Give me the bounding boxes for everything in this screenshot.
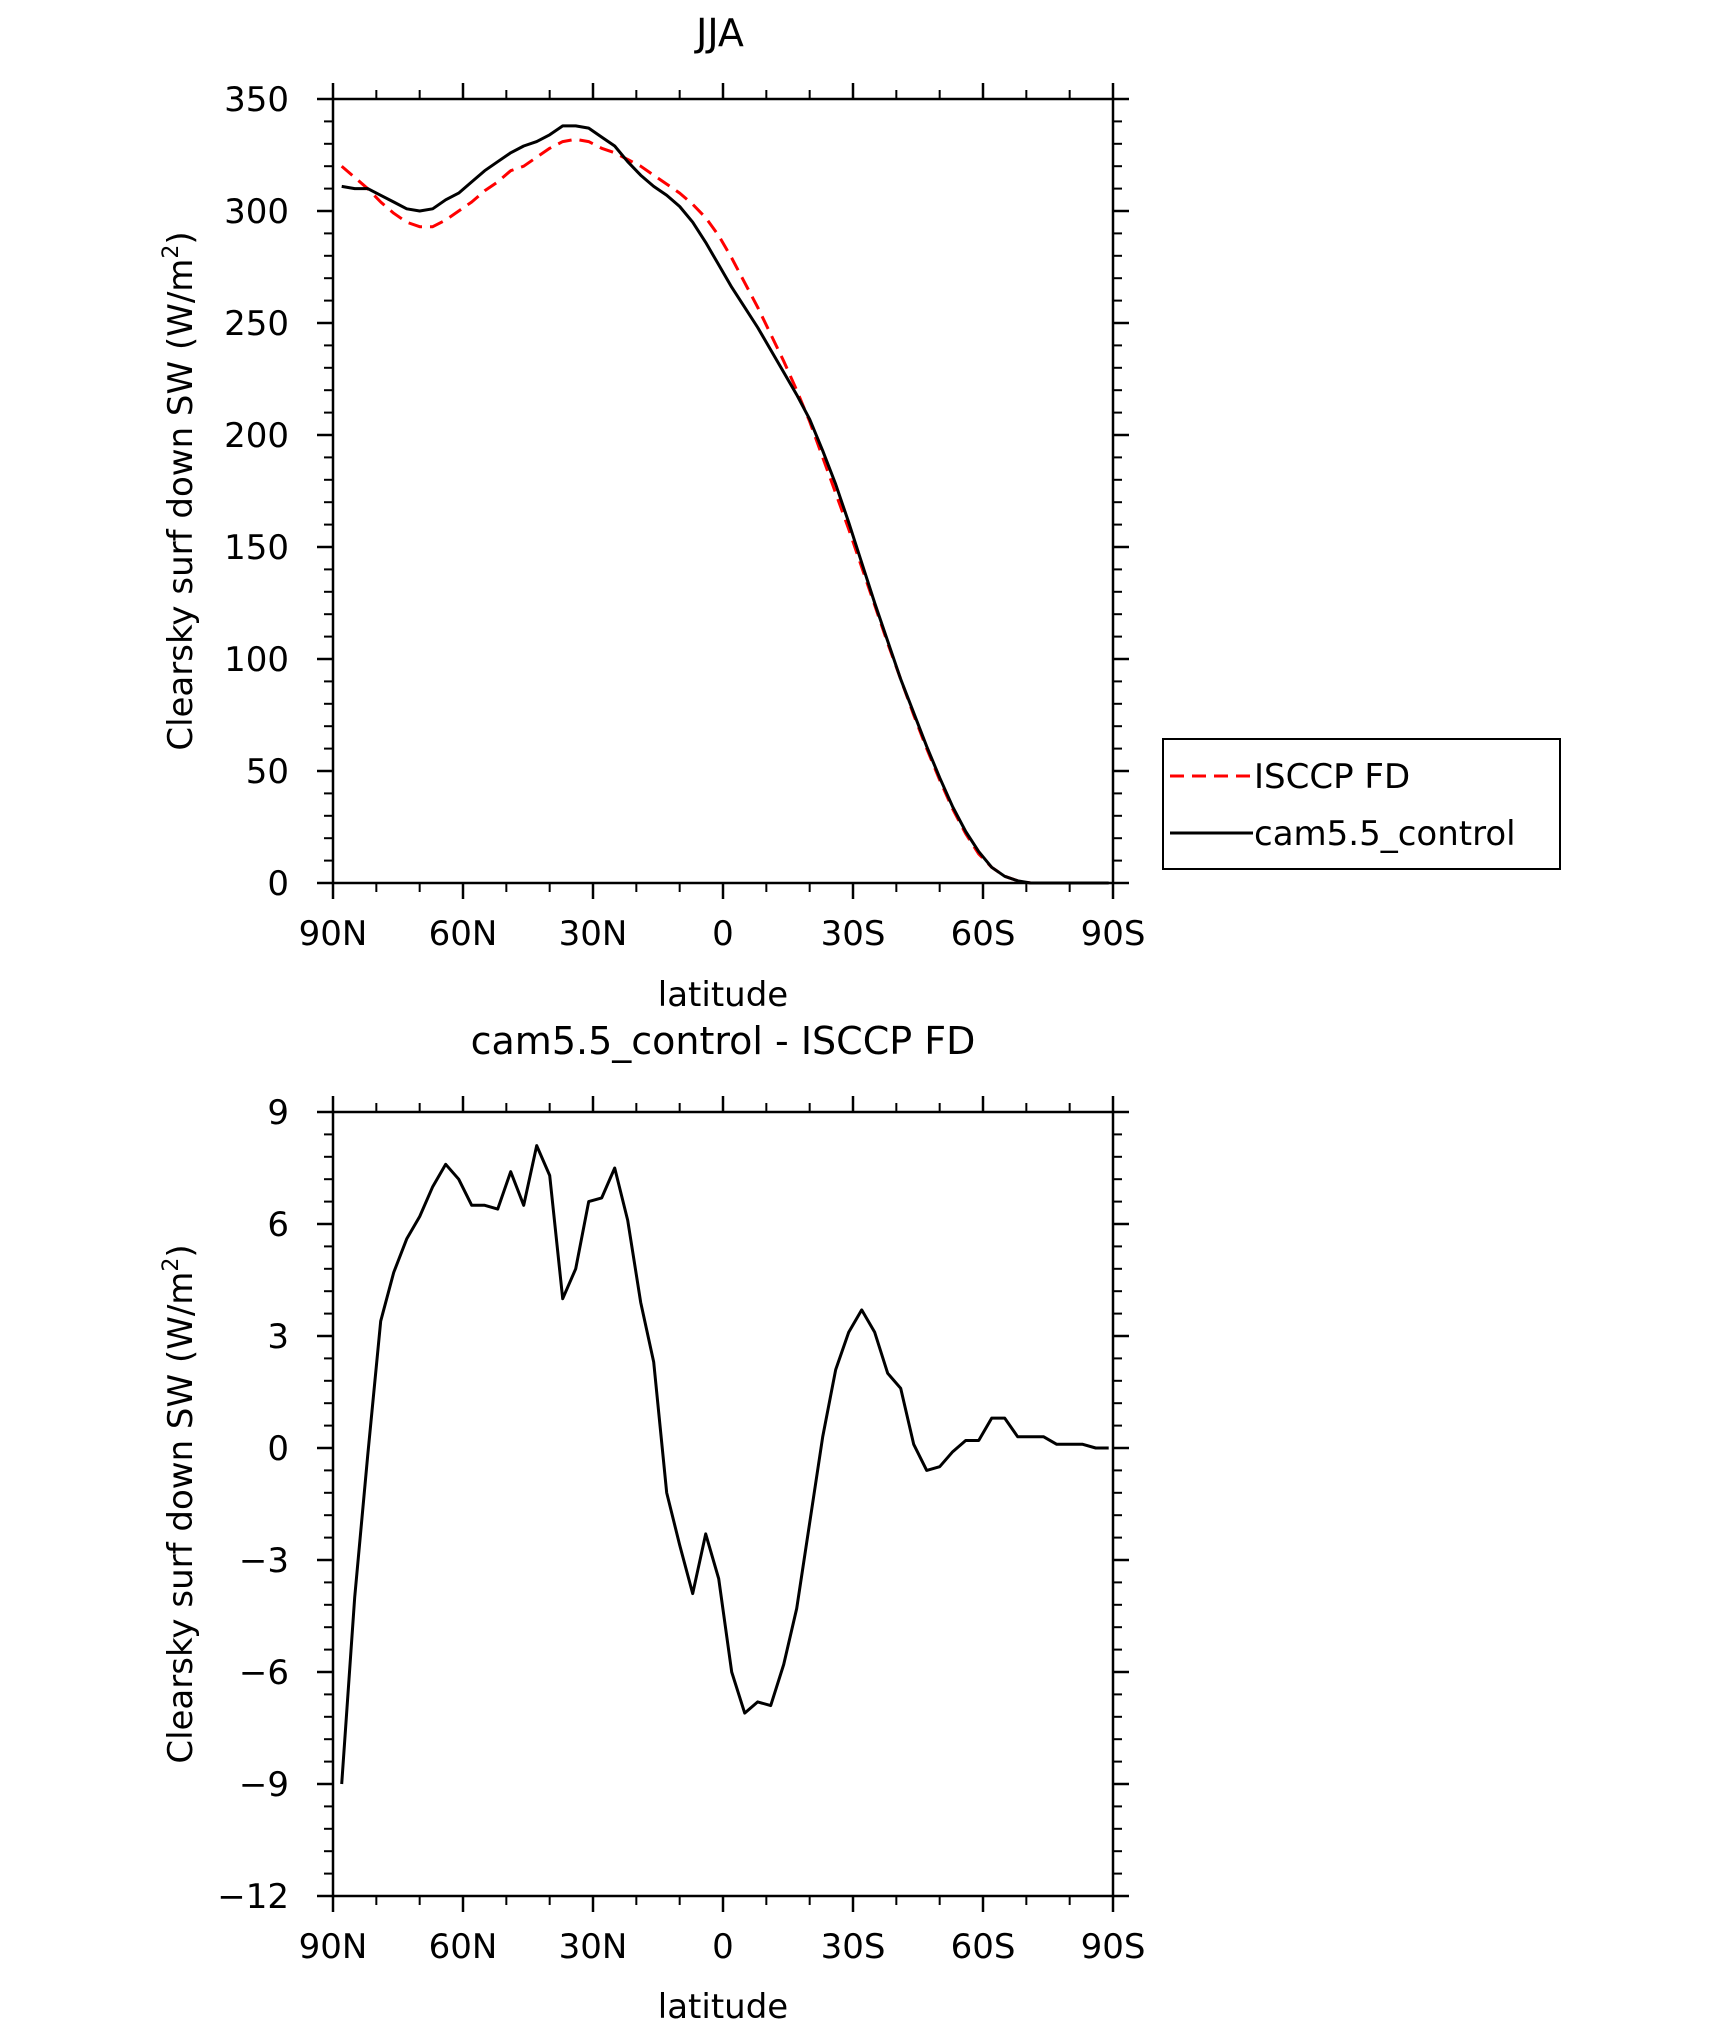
legend-label-cam5-5-control: cam5.5_control [1254,814,1516,854]
legend-box [1162,738,1561,870]
panel-top-series [340,124,1109,885]
panel-bottom-x-tick-label: 0 [712,1927,734,1967]
panel-bottom-x-tick-label: 30S [821,1927,886,1967]
panel-top-y-axis-label-main: Clearsky surf down SW (W/m [161,259,201,751]
panel-top-x-tick-label: 90N [299,914,368,954]
panel-bottom-y-tick-label: −12 [217,1877,289,1917]
panel-bottom-plot-frame [331,1110,1115,1898]
panel-top-title: JJA [694,11,744,55]
panel-bottom-y-axis-label-tail: ) [161,1244,201,1257]
panel-bottom-y-tick-label: 9 [267,1093,289,1133]
panel-top-y-axis-label-sup: 2 [159,245,184,259]
panel-top-series-isccp-fd [340,137,1109,885]
panel-top-x-tick-label: 30S [821,914,886,954]
legend: ISCCP FD cam5.5_control [1162,738,1561,870]
panel-bottom-x-axis-label: latitude [658,1987,788,2021]
panel-top-plot-frame [331,97,1115,885]
panel-bottom-y-tick-label: −3 [239,1541,289,1581]
panel-top-y-tick-label: 200 [224,416,289,456]
panel-bottom: cam5.5_control - ISCCP FD 90N 60N 30N 0 30S 6… [159,1019,1145,2025]
panel-bottom-title: cam5.5_control - ISCCP FD [471,1019,976,1063]
panel-top-x-tick-label: 60S [951,914,1016,954]
legend-label-isccp-fd: ISCCP FD [1254,757,1410,797]
panel-top-x-axis-label: latitude [658,975,788,1015]
panel-bottom-x-tick-label: 90N [299,1927,368,1967]
panel-bottom-y-tick-label: −6 [239,1653,289,1693]
panel-bottom-y-tick-label: 3 [267,1317,289,1357]
panel-bottom-ticks: 90N 60N 30N 0 30S 60S 90S −12 −9 −6 −3 0 3 6 9 [217,1093,1145,1967]
panel-bottom-y-tick-label: 0 [267,1429,289,1469]
panel-top-y-tick-label: 0 [267,864,289,904]
panel-top-x-tick-label: 30N [559,914,628,954]
panel-bottom-y-tick-label: 6 [267,1205,289,1245]
panel-bottom-series [340,1144,1109,1785]
panel-bottom-series-cam5-5-control-isccp-fd [340,1144,1109,1785]
panel-top-y-tick-label: 250 [224,304,289,344]
panel-top-x-tick-label: 0 [712,914,734,954]
panel-bottom-x-tick-label: 30N [559,1927,628,1967]
panel-bottom-y-tick-label: −9 [239,1765,289,1805]
panel-bottom-x-tick-label: 90S [1081,1927,1146,1967]
panel-top-y-tick-label: 350 [224,80,289,120]
panel-bottom-y-axis-label-sup: 2 [159,1258,184,1272]
panel-bottom-y-axis-label-main: Clearsky surf down SW (W/m [161,1272,201,1764]
panel-top-y-axis-label: Clearsky surf down SW (W/m2) [159,231,201,750]
panel-top-x-tick-label: 90S [1081,914,1146,954]
panel-top: JJA 90N 60N 30N 0 30S 60S 90S 0 50 100 150 200 250 30… [159,11,1561,1015]
panel-bottom-x-tick-label: 60N [429,1927,498,1967]
panel-bottom-x-tick-label: 60S [951,1927,1016,1967]
panel-top-y-tick-label: 300 [224,192,289,232]
panel-top-y-tick-label: 150 [224,528,289,568]
panel-top-ticks: 90N 60N 30N 0 30S 60S 90S 0 50 100 150 200 250 300 350 [224,80,1145,954]
panel-top-y-tick-label: 100 [224,640,289,680]
panel-top-x-tick-label: 60N [429,914,498,954]
panel-top-y-axis-label-tail: ) [161,231,201,244]
panel-top-series-cam5-5-control [341,124,1109,885]
panel-bottom-y-axis-label: Clearsky surf down SW (W/m2) [159,1244,201,1763]
panel-top-y-tick-label: 50 [246,752,289,792]
